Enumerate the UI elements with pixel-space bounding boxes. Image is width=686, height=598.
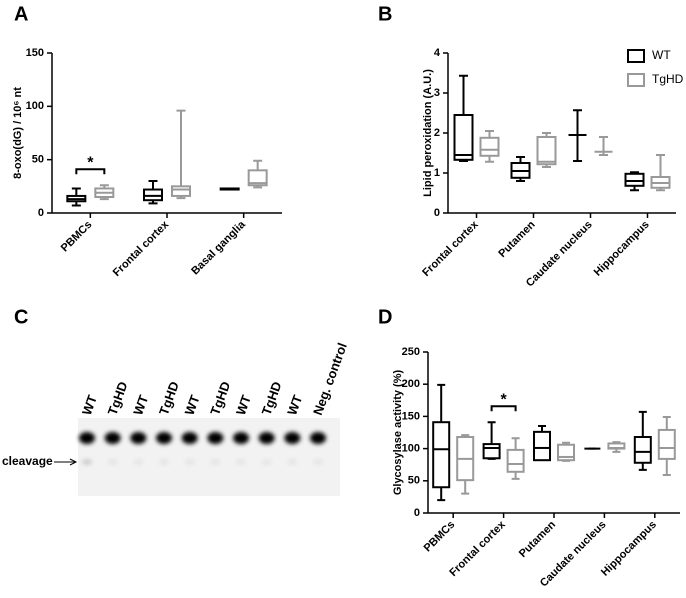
lane-label: TgHD xyxy=(105,379,131,417)
legend-swatch xyxy=(627,73,645,87)
lane-label: WT xyxy=(182,393,203,417)
box xyxy=(633,436,652,464)
gel-band xyxy=(181,432,198,444)
gel-band-faint xyxy=(236,459,246,465)
lane-label: WT xyxy=(233,393,254,417)
box xyxy=(482,443,501,460)
y-tick-label: 2 xyxy=(434,127,440,139)
lane-label: TgHD xyxy=(259,379,285,417)
x-tick-label: Basal ganglia xyxy=(189,218,248,277)
band-label: cleavage xyxy=(2,454,53,468)
box xyxy=(506,448,525,473)
significance-bracket xyxy=(75,168,106,175)
y-tick-label: 0 xyxy=(414,507,420,519)
y-tick-label: 4 xyxy=(434,47,441,59)
lane-label: WT xyxy=(284,393,305,417)
box xyxy=(479,136,500,157)
panel-label: D xyxy=(378,306,392,328)
gel-band xyxy=(79,432,95,444)
legend-swatch xyxy=(627,49,645,63)
y-tick-label: 50 xyxy=(408,475,420,487)
gel-band-faint xyxy=(159,459,169,465)
significance-bracket xyxy=(490,405,517,412)
y-tick-label: 150 xyxy=(26,47,44,59)
y-axis-label: 8-oxo(dG) / 10⁶ nt xyxy=(12,87,24,179)
y-tick-label: 100 xyxy=(402,443,420,455)
legend-label: TgHD xyxy=(652,72,684,86)
gel-band-faint xyxy=(287,459,298,465)
y-tick-label: 250 xyxy=(402,346,420,358)
significance-label: * xyxy=(500,391,507,408)
panel-label: A xyxy=(14,3,28,25)
box xyxy=(171,185,191,197)
gel-band xyxy=(104,432,121,444)
gel-band xyxy=(258,432,275,444)
lane-label: Neg. control xyxy=(310,341,350,417)
x-tick-label: PBMCs xyxy=(422,519,458,555)
y-axis-label: Lipid peroxidation (A.U.) xyxy=(422,69,434,197)
x-tick-label: Frontal cortex xyxy=(111,218,172,279)
gel-band xyxy=(207,432,224,444)
gel-band-faint xyxy=(313,459,323,465)
y-tick-label: 100 xyxy=(26,100,44,112)
gel-band xyxy=(156,432,172,444)
gel-band xyxy=(310,432,326,444)
box xyxy=(432,421,451,489)
gel-band xyxy=(233,432,249,444)
box xyxy=(657,428,676,460)
gel-band xyxy=(284,432,301,444)
lane-label: TgHD xyxy=(207,379,233,417)
legend-label: WT xyxy=(652,48,671,62)
box xyxy=(453,114,474,161)
box xyxy=(533,430,551,462)
lane-label: WT xyxy=(79,393,100,417)
panel-label: B xyxy=(378,3,392,25)
x-tick-label: Putamen xyxy=(517,519,559,561)
y-tick-label: 1 xyxy=(434,167,440,179)
gel-band xyxy=(130,432,147,444)
whisker xyxy=(176,109,186,200)
y-tick-label: 0 xyxy=(38,207,44,219)
panel-label: C xyxy=(14,306,28,328)
x-tick-label: Frontal cortex xyxy=(420,218,481,279)
x-tick-label: Hippocampus xyxy=(592,219,652,279)
y-tick-label: 0 xyxy=(434,207,440,219)
significance-label: * xyxy=(87,154,94,171)
box xyxy=(143,188,163,202)
gel-band-faint xyxy=(210,459,221,465)
lane-label: TgHD xyxy=(156,379,182,417)
gel-band-faint xyxy=(133,459,144,465)
gel-band-faint xyxy=(184,459,195,465)
box xyxy=(536,136,557,166)
box xyxy=(624,172,645,187)
gel xyxy=(78,418,340,496)
lane-label: WT xyxy=(130,393,151,417)
y-tick-label: 200 xyxy=(402,378,420,390)
y-tick-label: 150 xyxy=(402,410,420,422)
arrow-head xyxy=(69,458,78,466)
gel-band-faint xyxy=(261,459,272,465)
y-tick-label: 50 xyxy=(32,154,44,166)
y-tick-label: 3 xyxy=(434,87,440,99)
x-tick-label: PBMCs xyxy=(59,219,95,255)
gel-band-faint xyxy=(107,459,118,465)
y-axis-label: Glycosylase activity (%) xyxy=(392,369,404,495)
x-tick-label: Putamen xyxy=(496,219,538,261)
gel-band-faint xyxy=(82,459,92,465)
box xyxy=(247,169,268,187)
